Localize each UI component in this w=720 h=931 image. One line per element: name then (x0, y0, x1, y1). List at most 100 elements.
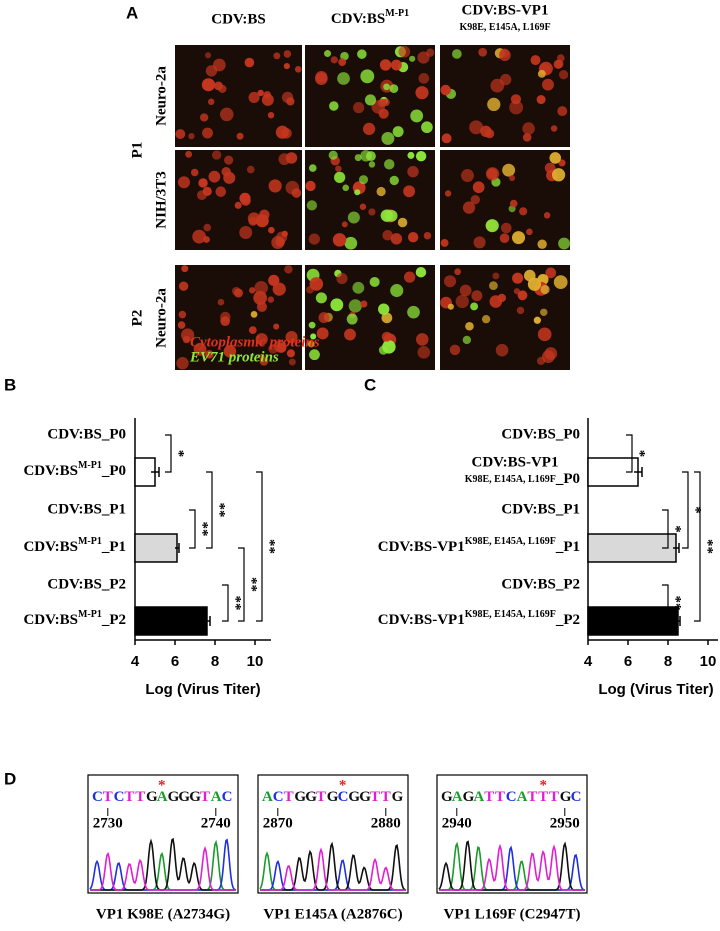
significance-label: ** (244, 577, 260, 592)
cell (440, 84, 451, 96)
cell (447, 303, 454, 310)
cell (542, 78, 554, 91)
base: C (571, 789, 582, 805)
category-label-sup: K98E, E145A, L169F (465, 609, 556, 620)
error-bar (204, 616, 211, 626)
cell (248, 91, 260, 104)
cell (415, 266, 427, 278)
base: T (103, 789, 113, 805)
category-label-base: CDV:BS-VP1 (378, 539, 465, 555)
cell (196, 190, 207, 201)
cell (443, 275, 457, 288)
significance-bracket (662, 584, 669, 622)
cell (441, 133, 452, 144)
cell (315, 70, 328, 83)
base: G (463, 789, 475, 805)
category-label: CDV:BSM-P1_P2 (23, 609, 126, 628)
cell (549, 152, 562, 164)
error-bar (175, 543, 180, 553)
cell (369, 276, 380, 287)
cell (178, 310, 187, 319)
cell (533, 316, 541, 324)
cell (381, 131, 395, 145)
legend-text: EV71 proteins (189, 349, 279, 365)
cell (510, 94, 521, 105)
cell (417, 346, 431, 359)
cell (360, 69, 375, 84)
cell (380, 209, 393, 222)
cell (332, 233, 347, 247)
significance-label: * (632, 450, 648, 458)
cell (382, 230, 393, 241)
base: G (168, 789, 180, 805)
significance-bracket (694, 471, 701, 622)
cell (181, 265, 189, 273)
mutation-marker: * (158, 777, 166, 793)
position-label: 2730 (93, 815, 123, 831)
cell (490, 78, 505, 93)
cell (203, 223, 212, 232)
cell (185, 150, 193, 158)
base: T (538, 789, 548, 805)
cell (522, 133, 532, 142)
trace-box (436, 774, 588, 894)
cell (541, 350, 555, 364)
cell (526, 228, 533, 236)
trace-caption: VP1 L169F (C2947T) (444, 906, 581, 922)
base: A (452, 789, 463, 805)
category-label-suffix: _P2 (555, 612, 580, 628)
cell (310, 333, 317, 340)
cell (205, 52, 212, 59)
cell (392, 126, 404, 138)
cell (268, 179, 282, 193)
cell (202, 127, 213, 139)
cell (353, 102, 365, 114)
cell (224, 155, 234, 165)
group-label: P1 (129, 142, 145, 159)
cell (530, 55, 541, 66)
base: G (189, 789, 201, 805)
cell (489, 295, 503, 308)
base: C (222, 789, 233, 805)
cell (509, 100, 524, 115)
row-label: Neuro-2a (153, 288, 169, 348)
cell (207, 98, 215, 106)
cell (469, 120, 484, 135)
category-label-sup: M-P1 (78, 536, 102, 547)
category-label: CDV:BS_P1 (47, 501, 126, 517)
cell (198, 178, 208, 188)
cell (244, 57, 255, 68)
cell (176, 357, 189, 370)
cell (220, 316, 230, 326)
panel-label: D (4, 769, 16, 788)
cell (486, 168, 498, 179)
cell (203, 236, 210, 243)
position-label: 2870 (263, 815, 293, 831)
cell (472, 181, 485, 194)
cell (248, 287, 256, 294)
cell (390, 233, 403, 245)
base: G (359, 789, 371, 805)
cell (309, 349, 320, 361)
cell (390, 59, 402, 71)
base: T (527, 789, 537, 805)
cell (423, 231, 432, 240)
cell (512, 272, 524, 284)
base: G (294, 789, 306, 805)
base: C (506, 789, 517, 805)
significance-label: * (688, 506, 704, 514)
cell (330, 56, 338, 64)
trace (90, 845, 236, 891)
cell (324, 50, 332, 58)
base: T (381, 789, 391, 805)
cell (381, 312, 393, 324)
base: G (441, 789, 453, 805)
cell (540, 284, 550, 295)
cell (199, 113, 209, 122)
cell (250, 310, 258, 318)
category-label-suffix: _P1 (101, 539, 126, 555)
cell (234, 201, 242, 209)
base: C (273, 789, 284, 805)
trace (260, 847, 406, 891)
base: G (327, 789, 339, 805)
